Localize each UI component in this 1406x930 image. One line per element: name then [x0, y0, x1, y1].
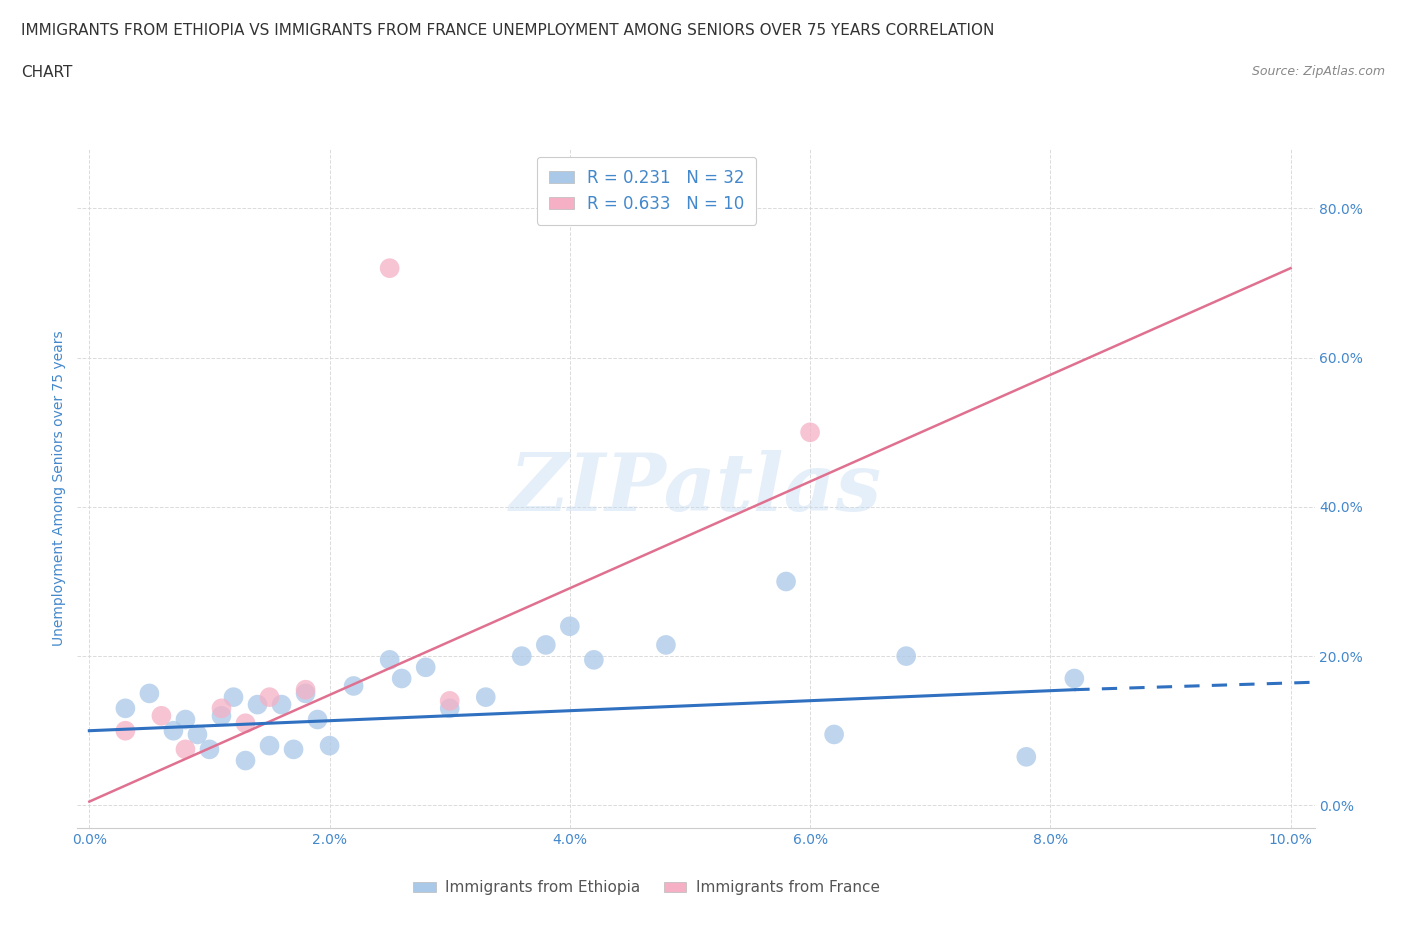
Point	[270, 698, 292, 712]
Point	[582, 653, 605, 668]
Point	[259, 738, 281, 753]
Text: Source: ZipAtlas.com: Source: ZipAtlas.com	[1251, 65, 1385, 78]
Point	[186, 727, 208, 742]
Point	[283, 742, 305, 757]
Point	[150, 709, 173, 724]
Point	[235, 716, 257, 731]
Point	[211, 701, 233, 716]
Point	[558, 618, 581, 633]
Point	[222, 690, 245, 705]
Point	[343, 679, 366, 694]
Point	[114, 724, 136, 738]
Point	[775, 574, 797, 589]
Text: CHART: CHART	[21, 65, 73, 80]
Legend: Immigrants from Ethiopia, Immigrants from France: Immigrants from Ethiopia, Immigrants fro…	[408, 874, 886, 901]
Point	[198, 742, 221, 757]
Point	[174, 742, 197, 757]
Point	[294, 686, 316, 701]
Text: ZIPatlas: ZIPatlas	[510, 449, 882, 527]
Point	[318, 738, 340, 753]
Point	[138, 686, 160, 701]
Point	[1063, 671, 1085, 686]
Point	[799, 425, 821, 440]
Point	[259, 690, 281, 705]
Point	[474, 690, 496, 705]
Point	[235, 753, 257, 768]
Point	[162, 724, 184, 738]
Point	[510, 648, 533, 663]
Text: IMMIGRANTS FROM ETHIOPIA VS IMMIGRANTS FROM FRANCE UNEMPLOYMENT AMONG SENIORS OV: IMMIGRANTS FROM ETHIOPIA VS IMMIGRANTS F…	[21, 23, 994, 38]
Point	[415, 660, 437, 675]
Point	[1015, 750, 1038, 764]
Point	[307, 712, 329, 727]
Point	[391, 671, 413, 686]
Point	[211, 709, 233, 724]
Point	[896, 648, 918, 663]
Y-axis label: Unemployment Among Seniors over 75 years: Unemployment Among Seniors over 75 years	[52, 330, 66, 646]
Point	[534, 637, 557, 652]
Point	[378, 653, 401, 668]
Point	[246, 698, 269, 712]
Point	[294, 683, 316, 698]
Point	[378, 260, 401, 275]
Point	[823, 727, 845, 742]
Point	[174, 712, 197, 727]
Point	[114, 701, 136, 716]
Point	[439, 701, 461, 716]
Point	[655, 637, 678, 652]
Point	[439, 694, 461, 709]
